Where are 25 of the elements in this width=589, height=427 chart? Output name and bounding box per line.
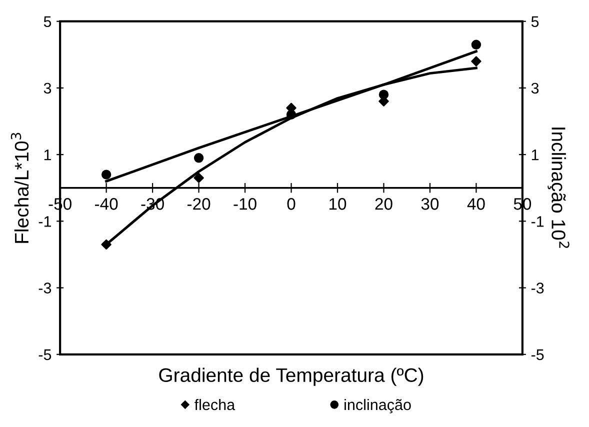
y-tick-label: -3 [38, 282, 52, 294]
y2-tick-label: 5 [531, 16, 539, 28]
x-tick-label: -20 [187, 198, 210, 210]
y2-tick-label: -1 [531, 216, 544, 227]
legend-label: flecha [194, 398, 236, 410]
x-tick-label: -40 [95, 198, 118, 210]
x-tick-label: 40 [467, 198, 485, 210]
y2-axis-title: Inclinação 10$^{2}$ [548, 128, 570, 248]
x-axis-title: Gradiente de Temperatura (ºC) [159, 368, 424, 386]
y-tick-label: 5 [44, 16, 52, 28]
x-tick-label: 10 [330, 198, 346, 210]
y2-tick-label: -3 [531, 282, 544, 294]
x-tick-label: 30 [421, 198, 439, 210]
y2-tick-label: 3 [531, 82, 539, 94]
y-tick-label: 3 [44, 82, 52, 94]
y-tick-label: 1 [44, 150, 51, 160]
legend-label: inclinação [344, 398, 411, 414]
y-axis-title: Flecha/L*10$^{3}$ [10, 132, 29, 243]
y2-tick-label: -5 [531, 349, 544, 360]
x-tick-label: 20 [375, 198, 392, 210]
y2-tick-label: 1 [532, 150, 539, 160]
x-tick-label: 0 [287, 198, 296, 210]
y-tick-label: -1 [38, 216, 51, 227]
y-tick-label: -5 [38, 349, 52, 360]
x-tick-label: -10 [234, 198, 256, 210]
